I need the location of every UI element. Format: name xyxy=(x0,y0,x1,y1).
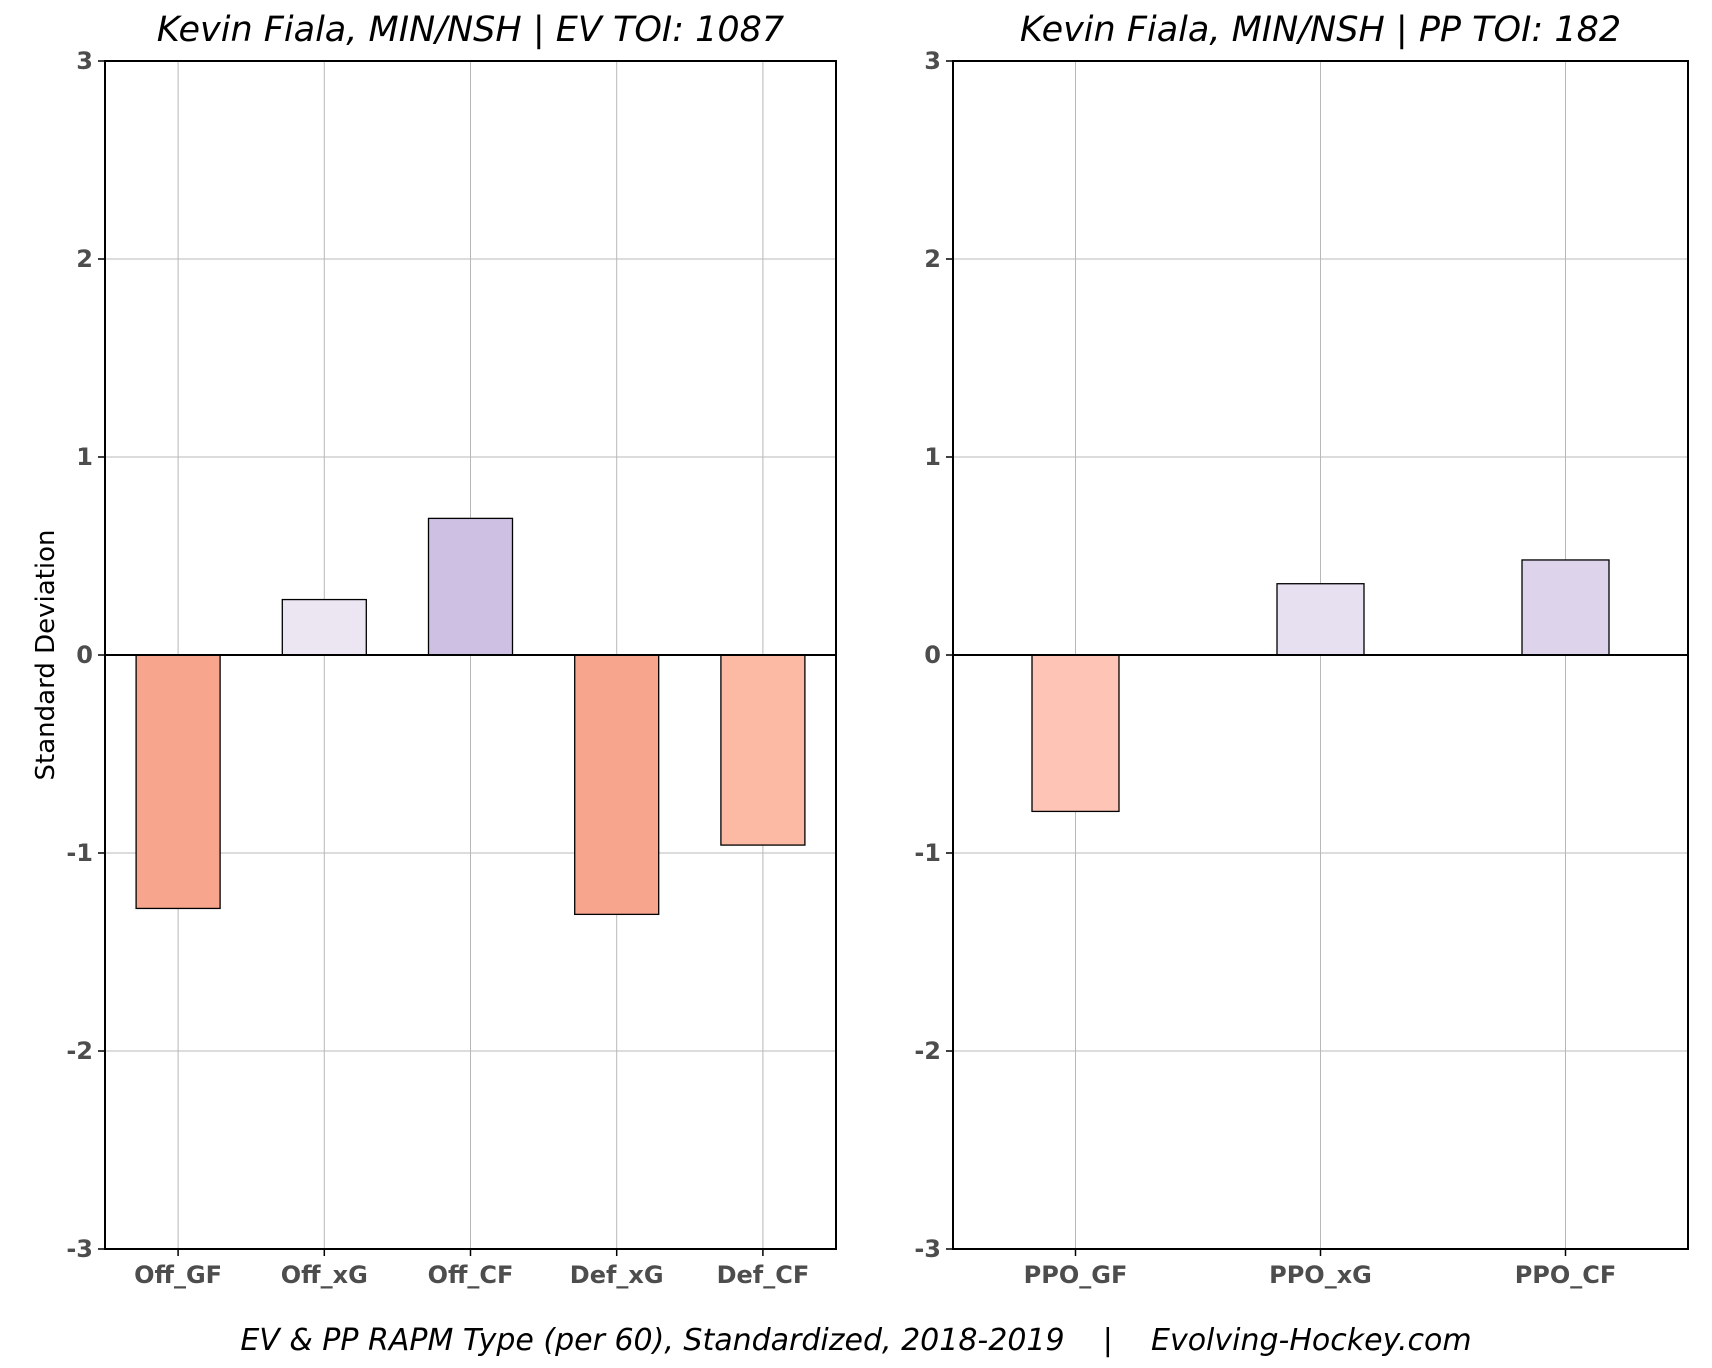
ev-x-tick-label: Off_xG xyxy=(281,1261,368,1289)
ev-y-tick-label: 1 xyxy=(76,443,93,471)
pp-y-tick-label: 1 xyxy=(924,443,941,471)
pp-bar-ppo-cf xyxy=(1521,559,1610,656)
pp-y-tick-label: 0 xyxy=(924,641,941,669)
ev-y-tick-label: -1 xyxy=(66,839,93,867)
pp-bar-ppo-gf xyxy=(1031,654,1120,813)
ev-y-tick-label: -2 xyxy=(66,1037,93,1065)
y-axis-label: Standard Deviation xyxy=(31,530,61,781)
pp-y-tick-label: -2 xyxy=(914,1037,941,1065)
pp-y-tick-label: 2 xyxy=(924,245,941,273)
ev-bar-off-xg xyxy=(281,598,367,656)
pp-y-tick-label: -3 xyxy=(914,1235,941,1263)
pp-plot-frame xyxy=(952,60,1689,1250)
pp-bar-ppo-xg xyxy=(1276,583,1365,656)
ev-bar-off-cf xyxy=(427,517,514,656)
ev-bar-def-cf xyxy=(720,654,806,846)
ev-bar-off-gf xyxy=(135,654,221,910)
pp-y-tick-label: 3 xyxy=(924,47,941,75)
ev-y-tick-label: 2 xyxy=(76,245,93,273)
ev-x-tick-label: Off_CF xyxy=(428,1261,514,1289)
ev-panel: -3 -2 -1 0 1 2 3 Off_GF Off_xG Off_CF Def_xG Def_CF… xyxy=(66,10,837,1289)
ev-y-tick-label: 3 xyxy=(76,47,93,75)
pp-x-tick-label: PPO_CF xyxy=(1515,1261,1617,1289)
figure-caption: EV & PP RAPM Type (per 60), Standardized… xyxy=(240,1323,1471,1358)
ev-bar-def-xg xyxy=(574,654,660,916)
pp-chart-title: Kevin Fiala, MIN/NSH | PP TOI: 182 xyxy=(1020,10,1621,50)
pp-x-tick-label: PPO_GF xyxy=(1024,1261,1128,1289)
pp-x-tick-label: PPO_xG xyxy=(1269,1261,1372,1289)
ev-y-tick-label: 0 xyxy=(76,641,93,669)
ev-x-tick-label: Off_GF xyxy=(134,1261,222,1289)
pp-panel: -3 -2 -1 0 1 2 3 PPO_GF PPO_xG PPO_CF Kevin Fiala,… xyxy=(914,10,1689,1289)
pp-y-tick-label: -1 xyxy=(914,839,941,867)
ev-x-tick-label: Def_xG xyxy=(570,1261,664,1289)
ev-chart-title: Kevin Fiala, MIN/NSH | EV TOI: 1087 xyxy=(157,10,784,50)
ev-y-tick-label: -3 xyxy=(66,1235,93,1263)
ev-plot-frame xyxy=(104,60,837,1250)
ev-x-tick-label: Def_CF xyxy=(717,1261,810,1289)
